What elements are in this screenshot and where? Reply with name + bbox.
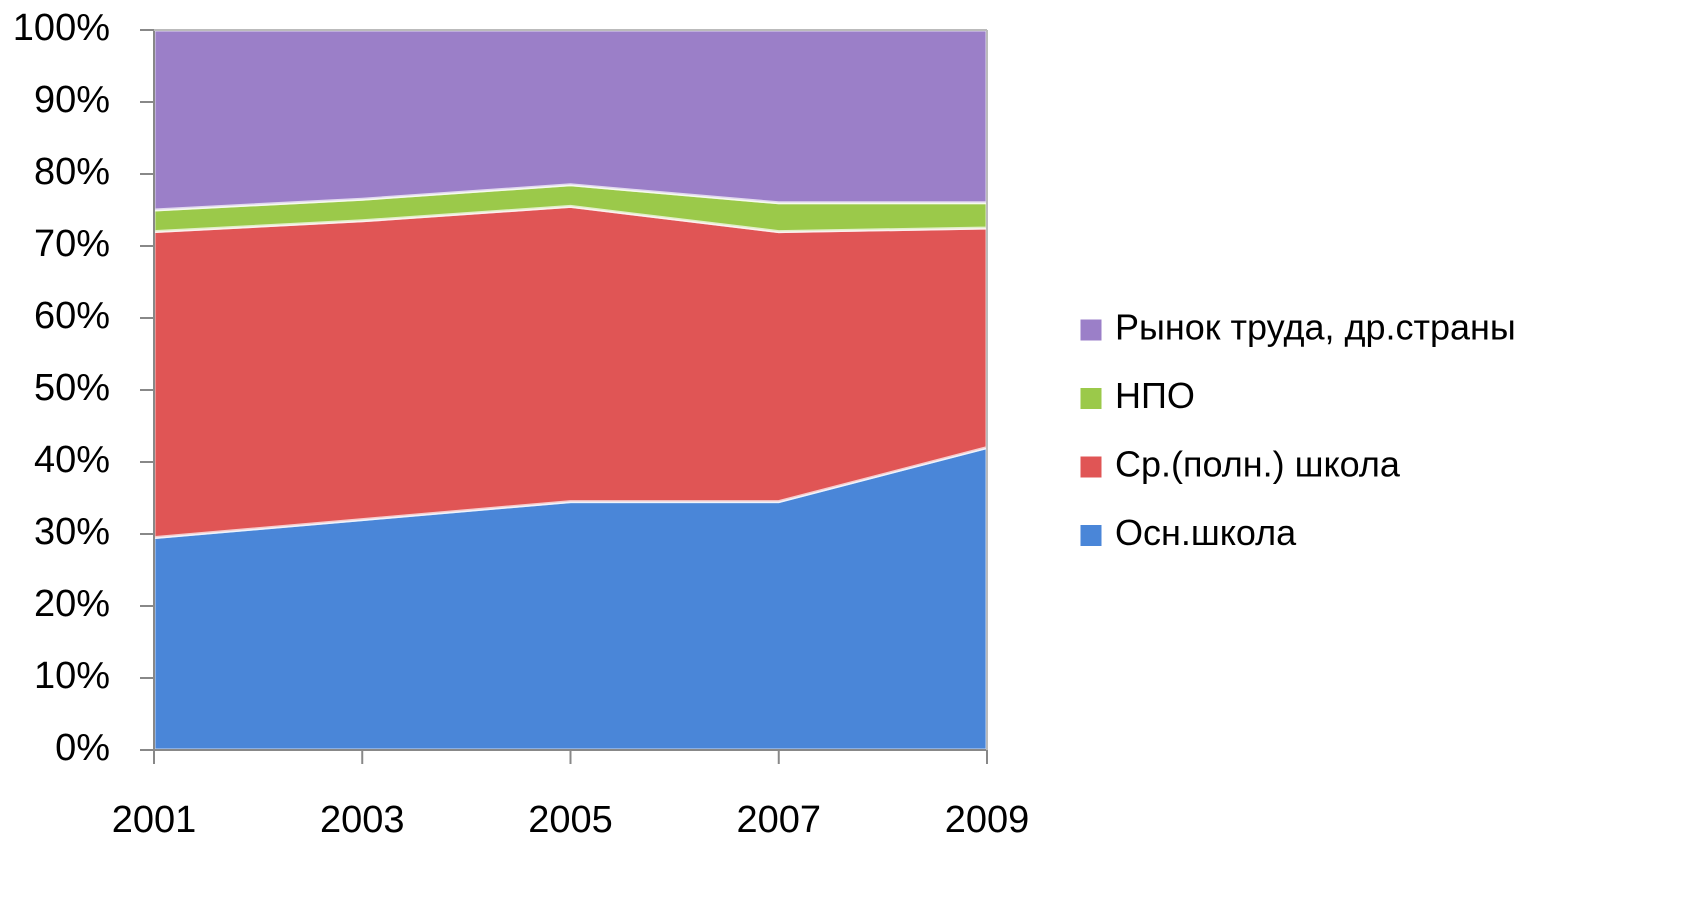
y-tick-label: 40%: [34, 439, 110, 481]
legend-label: Ср.(полн.) школа: [1115, 444, 1401, 485]
x-tick-label: 2003: [320, 799, 405, 841]
legend-swatch: [1079, 455, 1103, 479]
x-tick-label: 2001: [112, 799, 197, 841]
legend-label: Осн.школа: [1115, 512, 1297, 553]
legend-swatch: [1079, 318, 1103, 342]
legend-label: Рынок труда, др.страны: [1115, 307, 1516, 348]
y-tick-label: 60%: [34, 295, 110, 337]
y-tick-label: 100%: [13, 7, 110, 49]
y-tick-label: 90%: [34, 79, 110, 121]
area: [152, 28, 989, 212]
legend-label: НПО: [1115, 375, 1195, 416]
y-tick-label: 30%: [34, 511, 110, 553]
x-tick-label: 2009: [945, 799, 1030, 841]
y-tick-label: 20%: [34, 583, 110, 625]
y-tick-label: 0%: [55, 727, 110, 769]
y-tick-label: 80%: [34, 151, 110, 193]
y-tick-label: 70%: [34, 223, 110, 265]
legend-swatch: [1079, 387, 1103, 410]
x-tick-label: 2007: [736, 799, 821, 841]
legend-swatch: [1079, 524, 1103, 547]
x-tick-label: 2005: [528, 799, 613, 841]
y-tick-label: 50%: [34, 367, 110, 409]
y-tick-label: 10%: [34, 655, 110, 697]
